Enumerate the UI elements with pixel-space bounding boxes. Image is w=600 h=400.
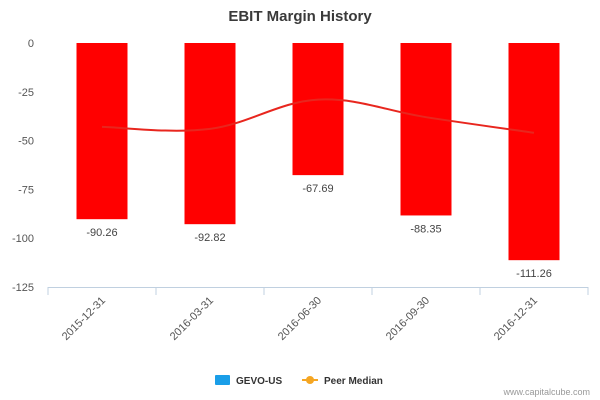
y-tick-label: -125 xyxy=(12,282,34,294)
peer-median-line[interactable] xyxy=(101,98,535,134)
bar-series xyxy=(76,43,560,261)
bar[interactable] xyxy=(76,43,128,220)
y-axis-ticks: 0 -25 -50 -75 -100 -125 xyxy=(12,38,34,294)
y-tick-label: -25 xyxy=(18,87,34,99)
legend[interactable]: GEVO-US Peer Median xyxy=(215,375,383,387)
bar[interactable] xyxy=(184,43,236,225)
data-label: -90.26 xyxy=(86,227,117,239)
bar[interactable] xyxy=(292,43,344,176)
y-tick-label: 0 xyxy=(28,38,34,50)
legend-marker-peer-median[interactable] xyxy=(306,376,314,384)
legend-swatch-gevo[interactable] xyxy=(215,375,230,385)
x-axis: 2015-12-31 2016-03-31 2016-06-30 2016-09-30… xyxy=(47,287,589,343)
legend-label-gevo[interactable]: GEVO-US xyxy=(236,376,282,387)
y-tick-label: -50 xyxy=(18,136,34,148)
data-label: -111.26 xyxy=(516,268,552,280)
x-tick-label: 2016-12-31 xyxy=(492,295,540,343)
x-tick-label: 2016-09-30 xyxy=(384,295,432,343)
data-label: -92.82 xyxy=(194,232,225,244)
bar[interactable] xyxy=(508,43,560,261)
data-label: -67.69 xyxy=(302,183,333,195)
x-tick-label: 2016-03-31 xyxy=(168,295,216,343)
data-labels: -90.26 -92.82 -67.69 -88.35 -111.26 xyxy=(86,183,551,280)
legend-label-peer-median[interactable]: Peer Median xyxy=(324,376,383,387)
bar[interactable] xyxy=(400,43,452,216)
y-tick-label: -75 xyxy=(18,184,34,196)
x-tick-label: 2015-12-31 xyxy=(60,295,108,343)
credit-text[interactable]: www.capitalcube.com xyxy=(502,387,590,397)
data-label: -88.35 xyxy=(410,223,441,235)
peer-median-series xyxy=(101,98,535,134)
chart-title: EBIT Margin History xyxy=(228,8,372,25)
y-tick-label: -100 xyxy=(12,233,34,245)
x-tick-label: 2016-06-30 xyxy=(276,295,324,343)
